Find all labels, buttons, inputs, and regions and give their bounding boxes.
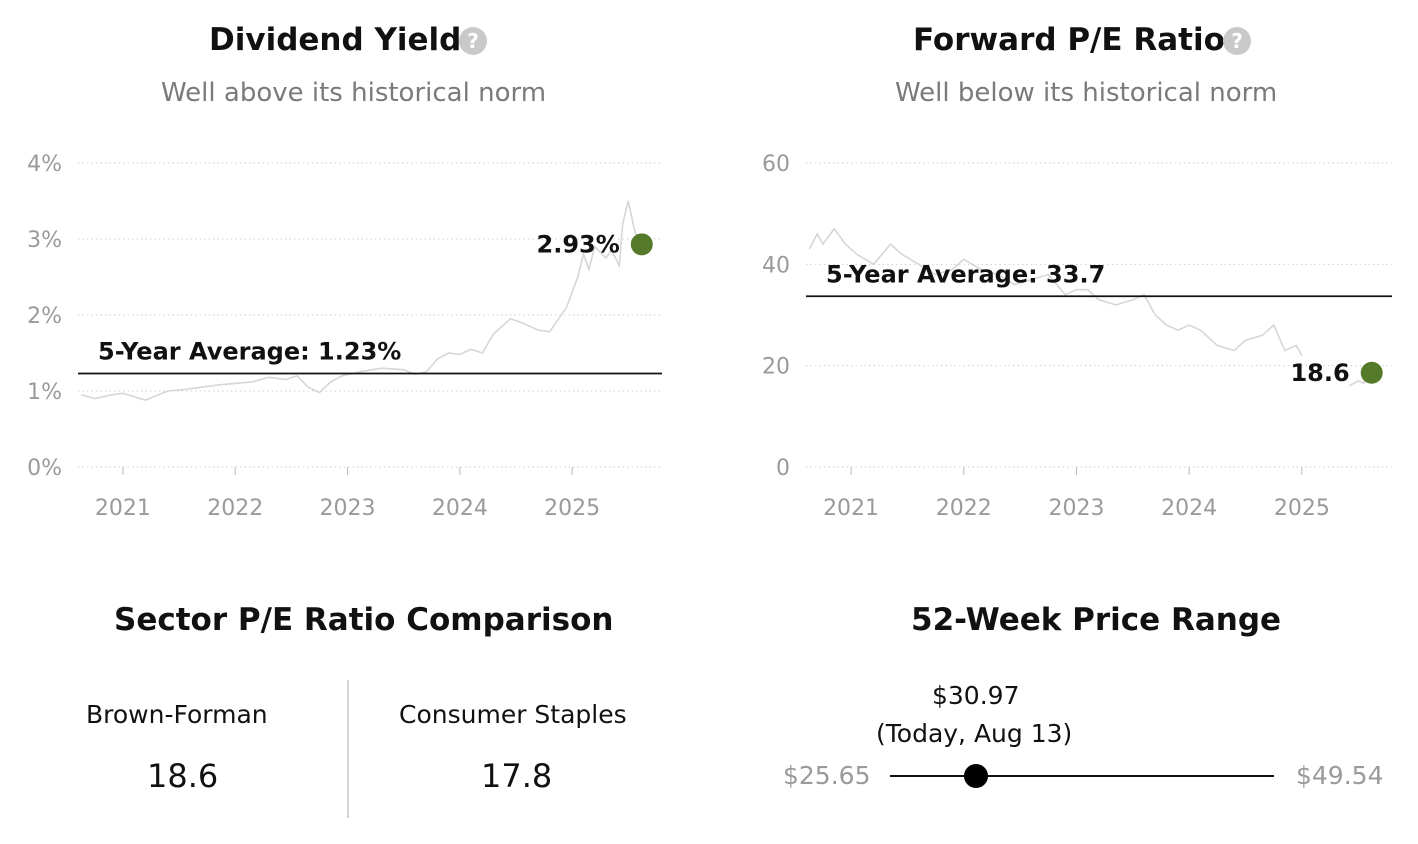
series-line: [808, 227, 1303, 356]
current-value-label: 2.93%: [537, 230, 620, 258]
price-range-title: 52-Week Price Range: [911, 602, 1282, 638]
y-tick-label: 2%: [27, 304, 62, 329]
company-pe-value: 18.6: [147, 757, 219, 795]
x-tick-label: 2024: [432, 496, 488, 521]
current-date: (Today, Aug 13): [876, 719, 1073, 748]
x-tick-label: 2025: [1274, 496, 1330, 521]
sector-pe-title: Sector P/E Ratio Comparison: [114, 602, 614, 638]
sector-pe-value: 17.8: [481, 757, 553, 795]
dividend-yield-subtitle: Well above its historical norm: [161, 78, 547, 108]
dividend-yield-chart: 0% 1% 2% 3% 4% 2021 2022 2023 2024 2025 5-Year Ave…: [27, 152, 662, 521]
average-label: 5-Year Average: 33.7: [826, 260, 1105, 288]
sector-label: Consumer Staples: [399, 700, 627, 729]
sector-divider: [347, 680, 349, 818]
y-tick-label: 3%: [27, 228, 62, 253]
y-tick-label: 0%: [27, 456, 62, 481]
range-low-value: $25.65: [783, 761, 871, 790]
y-tick-label: 20: [762, 355, 790, 380]
current-value-dot: [630, 233, 653, 256]
x-tick-label: 2023: [1048, 496, 1104, 521]
current-value-dot: [1360, 361, 1383, 384]
y-tick-label: 40: [762, 253, 790, 278]
forward-pe-chart: 0 20 40 60 2021 2022 2023 2024 2025 5-Year Averag…: [762, 152, 1392, 521]
price-range-bar: [890, 775, 1274, 777]
forward-pe-title: Forward P/E Ratio: [913, 22, 1225, 58]
current-price: $30.97: [932, 681, 1020, 710]
y-tick-label: 0: [776, 456, 790, 481]
series-line: [81, 200, 639, 401]
x-tick-label: 2023: [320, 496, 376, 521]
x-tick-label: 2021: [823, 496, 879, 521]
range-high-value: $49.54: [1296, 761, 1384, 790]
dividend-yield-title: Dividend Yield: [209, 22, 462, 58]
company-label: Brown-Forman: [86, 700, 268, 729]
current-value-label: 18.6: [1290, 359, 1349, 387]
question-circle-icon[interactable]: ?: [1223, 27, 1251, 55]
x-tick-label: 2025: [544, 496, 600, 521]
y-tick-label: 4%: [27, 152, 62, 177]
x-tick-label: 2022: [207, 496, 263, 521]
y-tick-label: 60: [762, 152, 790, 177]
average-label: 5-Year Average: 1.23%: [98, 338, 401, 366]
forward-pe-subtitle: Well below its historical norm: [895, 78, 1278, 108]
question-circle-icon[interactable]: ?: [459, 27, 487, 55]
x-tick-label: 2022: [936, 496, 992, 521]
x-tick-label: 2021: [95, 496, 151, 521]
current-price-marker: [963, 764, 988, 788]
x-tick-label: 2024: [1161, 496, 1217, 521]
y-tick-label: 1%: [27, 380, 62, 405]
